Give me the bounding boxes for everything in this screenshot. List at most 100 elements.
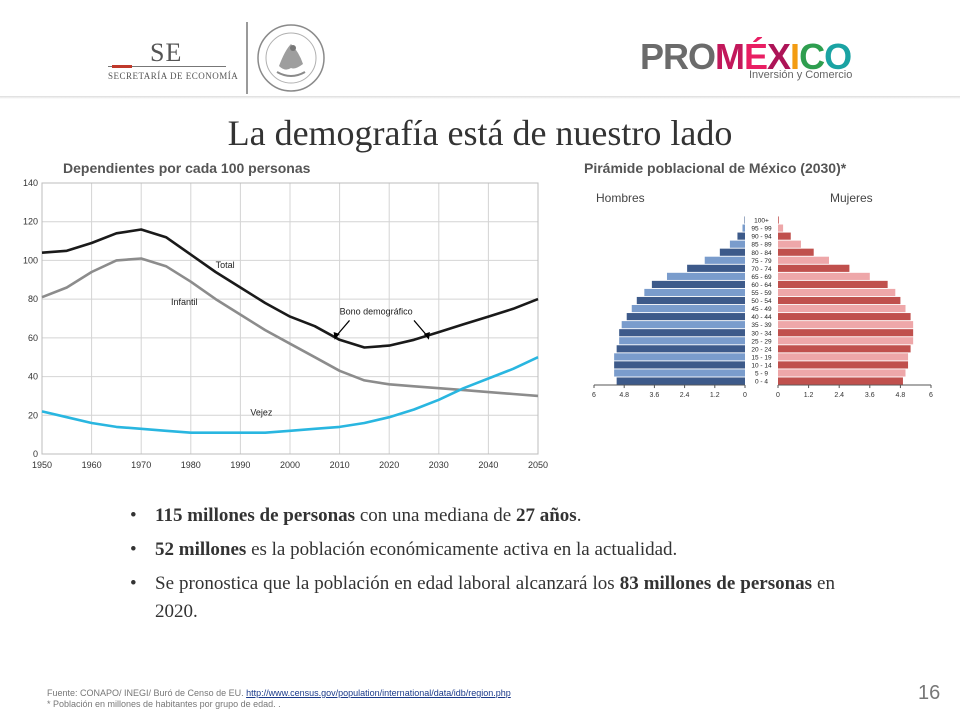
x-tick-label: 2.4 — [680, 392, 690, 399]
footer-source: Fuente: CONAPO/ INEGI/ Buró de Censo de … — [47, 688, 511, 710]
age-group-label: 30 - 34 — [751, 330, 772, 337]
x-tick-label: 1970 — [131, 460, 151, 470]
brand-letter-x: X — [767, 36, 791, 77]
bar-mujeres — [778, 369, 906, 377]
bullet-population-median: 27 años — [515, 505, 577, 526]
age-group-label: 80 - 84 — [751, 250, 772, 257]
bar-mujeres — [778, 377, 903, 385]
x-tick-label: 1990 — [230, 460, 250, 470]
bullet-population-text: con una mediana de — [355, 505, 516, 526]
x-tick-label: 2020 — [379, 460, 399, 470]
bar-hombres — [651, 280, 745, 288]
bar-hombres — [614, 353, 745, 361]
source-prefix: Fuente: CONAPO/ INEGI/ Buró de Censo de … — [47, 688, 247, 698]
brand-letter-c: C — [799, 36, 825, 77]
bar-hombres — [614, 361, 745, 369]
brand-letter-o: O — [824, 36, 852, 77]
bar-hombres — [666, 272, 745, 280]
bar-hombres — [621, 321, 745, 329]
y-tick-label: 40 — [28, 372, 38, 382]
y-tick-label: 80 — [28, 294, 38, 304]
bar-mujeres — [778, 353, 909, 361]
y-tick-label: 120 — [23, 217, 38, 227]
bullet-population: 115 millones de personas con una mediana… — [130, 502, 835, 530]
bar-hombres — [616, 345, 745, 353]
bar-hombres — [687, 264, 745, 272]
bar-hombres — [626, 313, 745, 321]
age-group-label: 95 - 99 — [751, 226, 772, 233]
bar-hombres — [742, 224, 745, 232]
bar-mujeres — [778, 345, 911, 353]
bullet-population-strong: 115 millones de personas — [155, 505, 356, 526]
se-logo-line — [108, 66, 226, 67]
age-group-label: 55 - 59 — [751, 290, 772, 297]
bar-mujeres — [778, 321, 914, 329]
x-tick-label: 2030 — [429, 460, 449, 470]
bar-hombres — [644, 288, 745, 297]
bar-mujeres — [778, 305, 906, 313]
bullet-forecast-end: en 2020. — [155, 573, 835, 622]
x-tick-label: 4.8 — [896, 392, 906, 399]
plot-frame — [41, 182, 539, 455]
bar-hombres — [636, 296, 745, 305]
x-tick-label: 2050 — [528, 460, 548, 470]
x-tick-label: 2040 — [478, 460, 498, 470]
y-tick-label: 140 — [23, 178, 38, 188]
bar-mujeres — [778, 232, 791, 240]
bar-hombres — [704, 256, 745, 264]
legend-mujeres: Mujeres — [830, 191, 873, 205]
series-line-total — [41, 228, 539, 349]
age-group-label: 10 - 14 — [751, 362, 772, 369]
legend-hombres: Hombres — [596, 191, 645, 205]
y-tick-label: 60 — [28, 333, 38, 343]
series-label: Total — [216, 260, 235, 270]
bar-hombres — [744, 216, 745, 224]
bar-mujeres — [778, 288, 896, 297]
se-logo-title: SE — [150, 38, 183, 67]
brand-letter-i: I — [790, 36, 800, 77]
bullet-list: 115 millones de personas con una mediana… — [130, 502, 835, 632]
series-line-infantil — [41, 257, 539, 398]
bar-mujeres — [778, 216, 779, 224]
bar-mujeres — [778, 329, 914, 337]
age-group-label: 60 - 64 — [751, 282, 772, 289]
bar-mujeres — [778, 313, 911, 321]
bullet-active-population: 52 millones es la población económicamen… — [130, 536, 835, 564]
brand-letter-m: M — [715, 36, 745, 77]
x-tick-label: 2.4 — [834, 392, 844, 399]
bar-hombres — [619, 337, 745, 345]
age-group-label: 65 - 69 — [751, 274, 772, 281]
annotation-bono: Bono demográfico — [340, 307, 413, 317]
x-tick-label: 1950 — [32, 460, 52, 470]
dependency-chart-title: Dependientes por cada 100 personas — [63, 160, 311, 176]
bar-mujeres — [778, 264, 850, 272]
page-number: 16 — [918, 682, 941, 704]
age-group-label: 70 - 74 — [751, 266, 772, 273]
age-group-label: 100+ — [754, 218, 769, 225]
bar-hombres — [729, 240, 745, 248]
bar-mujeres — [778, 248, 814, 256]
age-group-label: 50 - 54 — [751, 298, 772, 305]
bar-mujeres — [778, 361, 909, 369]
x-tick-label: 6 — [929, 392, 933, 399]
age-group-label: 45 - 49 — [751, 306, 772, 313]
bullet-forecast: Se pronostica que la población en edad l… — [130, 570, 835, 626]
age-group-label: 25 - 29 — [751, 338, 772, 345]
se-logo-subtitle: SECRETARÍA DE ECONOMÍA — [108, 71, 239, 81]
bar-mujeres — [778, 337, 914, 345]
x-tick-label: 1.2 — [710, 392, 720, 399]
bar-mujeres — [778, 272, 870, 280]
bar-mujeres — [778, 280, 888, 288]
arrow-head-left — [333, 332, 340, 340]
brand-subtitle: Inversión y Comercio — [749, 69, 853, 81]
age-group-label: 85 - 89 — [751, 242, 772, 249]
x-tick-label: 1960 — [82, 460, 102, 470]
series-label: Vejez — [250, 407, 273, 417]
age-group-label: 90 - 94 — [751, 234, 772, 241]
age-group-label: 35 - 39 — [751, 322, 772, 329]
x-tick-label: 0 — [743, 392, 747, 399]
x-tick-label: 2010 — [330, 460, 350, 470]
header-divider — [246, 22, 248, 94]
source-link[interactable]: http://www.census.gov/population/interna… — [246, 688, 511, 698]
